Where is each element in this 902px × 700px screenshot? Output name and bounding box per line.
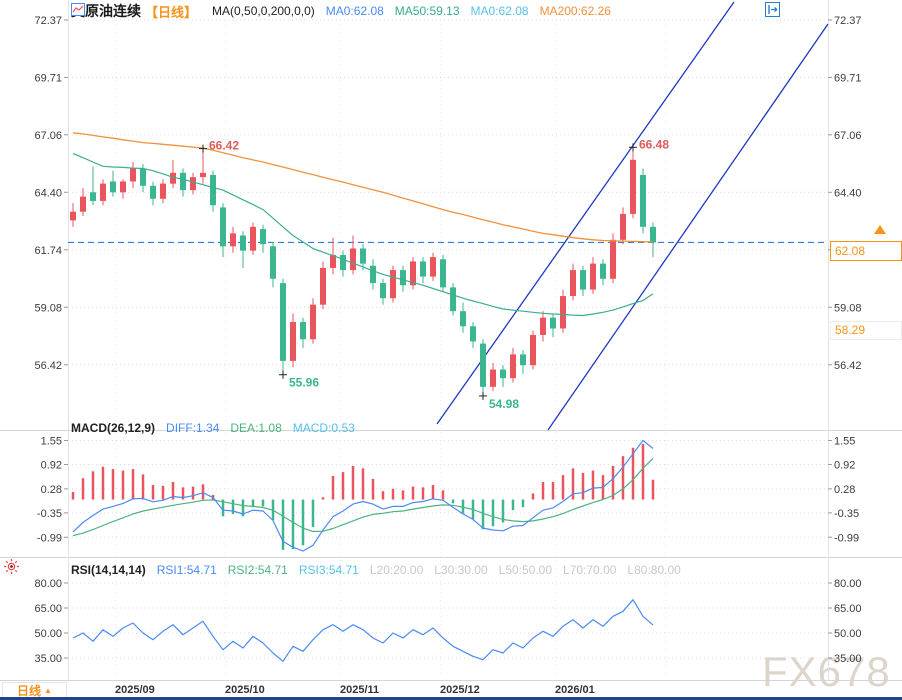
rsi-header: RSI(14,14,14) RSI1:54.71 RSI2:54.71 RSI3:5… bbox=[71, 562, 681, 577]
last-price-box: 62.08 bbox=[830, 241, 902, 261]
svg-text:50.00: 50.00 bbox=[834, 628, 862, 640]
svg-text:59.08: 59.08 bbox=[34, 302, 62, 314]
vertical-gridlines bbox=[115, 20, 666, 676]
svg-text:56.42: 56.42 bbox=[34, 360, 62, 372]
rsi-settings-label: RSI(14,14,14) bbox=[71, 562, 146, 577]
svg-text:1.55: 1.55 bbox=[41, 436, 62, 448]
axis-labels: 72.37 72.37 69.71 69.71 67.06 67.06 64.40 64.40… bbox=[34, 15, 861, 665]
reference-price-box: 58.29 bbox=[830, 321, 902, 340]
svg-text:0.92: 0.92 bbox=[41, 460, 62, 472]
svg-text:54.98: 54.98 bbox=[489, 397, 519, 411]
legend-item: RSI1:54.71 bbox=[156, 562, 217, 577]
legend-item: DEA:1.08 bbox=[230, 420, 282, 435]
legend-item: MA200:62.26 bbox=[539, 4, 611, 18]
svg-text:-0.99: -0.99 bbox=[834, 532, 859, 544]
svg-text:0.92: 0.92 bbox=[834, 460, 855, 472]
legend-item: RSI3:54.71 bbox=[298, 562, 359, 577]
panel-borders bbox=[0, 0, 902, 681]
svg-text:59.08: 59.08 bbox=[834, 302, 862, 314]
svg-text:2026/01: 2026/01 bbox=[555, 684, 595, 696]
svg-text:2025/12: 2025/12 bbox=[440, 684, 480, 696]
trend-channel bbox=[436, 1, 829, 431]
price-annotations: 66.42 66.48 55.96 54.98 bbox=[199, 137, 669, 411]
svg-text:1.55: 1.55 bbox=[834, 436, 855, 448]
legend-item: MA0:62.08 bbox=[470, 4, 529, 18]
watermark-text: FX678 bbox=[762, 648, 891, 695]
legend-item: L70:70.00 bbox=[563, 562, 617, 577]
svg-text:67.06: 67.06 bbox=[834, 130, 862, 142]
instrument-name: 美原油连续 bbox=[71, 3, 141, 19]
horizontal-gridlines bbox=[68, 19, 828, 659]
svg-text:0.28: 0.28 bbox=[834, 484, 855, 496]
last-price-value: 62.08 bbox=[835, 244, 866, 258]
reference-price-value: 58.29 bbox=[835, 323, 866, 337]
svg-text:-0.35: -0.35 bbox=[37, 508, 62, 520]
svg-text:64.40: 64.40 bbox=[834, 187, 862, 199]
timeframe-label: 【日线】 bbox=[145, 4, 198, 20]
macd-header: MACD(26,12,9) DIFF:1.34 DEA:1.08 MACD:0.53 bbox=[71, 420, 355, 435]
candles-layer bbox=[70, 147, 656, 396]
ma-settings-label: MA(0,50,0,200,0,0) bbox=[212, 4, 315, 18]
svg-text:72.37: 72.37 bbox=[34, 15, 62, 27]
svg-text:64.40: 64.40 bbox=[34, 187, 62, 199]
legend-item: L50:50.00 bbox=[498, 562, 553, 577]
axis-ticks bbox=[64, 19, 832, 659]
legend-item: MACD:0.53 bbox=[292, 420, 355, 435]
last-price-marker bbox=[874, 225, 886, 234]
period-selector-label: 日线 bbox=[17, 683, 42, 698]
legend-item: MA50:59.13 bbox=[394, 4, 460, 18]
svg-text:80.00: 80.00 bbox=[834, 578, 862, 590]
rsi-layer bbox=[72, 599, 654, 662]
ma-lines bbox=[72, 132, 654, 317]
svg-text:-0.99: -0.99 bbox=[37, 532, 62, 544]
svg-text:2025/11: 2025/11 bbox=[340, 684, 379, 696]
svg-text:65.00: 65.00 bbox=[834, 603, 862, 615]
svg-text:55.96: 55.96 bbox=[289, 376, 319, 390]
legend-item: DIFF:1.34 bbox=[166, 420, 220, 435]
svg-text:80.00: 80.00 bbox=[34, 578, 62, 590]
go-to-latest-icon[interactable] bbox=[765, 2, 780, 17]
time-axis-labels: 2025/09 2025/10 2025/11 2025/12 2026/01 bbox=[115, 684, 595, 696]
rsi-legend: RSI1:54.71 RSI2:54.71 RSI3:54.71 L20:20.00 L… bbox=[146, 563, 681, 577]
svg-text:35.00: 35.00 bbox=[34, 653, 62, 665]
svg-text:61.74: 61.74 bbox=[34, 245, 62, 257]
macd-legend: DIFF:1.34 DEA:1.08 MACD:0.53 bbox=[155, 421, 355, 435]
chart-header: 美原油连续 【日线】 MA(0,50,0,200,0,0) MA0:62.08 M… bbox=[71, 3, 611, 20]
svg-text:35.00: 35.00 bbox=[834, 653, 862, 665]
macd-layer bbox=[71, 439, 655, 552]
svg-text:67.06: 67.06 bbox=[34, 130, 62, 142]
svg-text:0.28: 0.28 bbox=[41, 484, 62, 496]
legend-item: MA0:62.08 bbox=[325, 4, 384, 18]
legend-item: L30:30.00 bbox=[434, 562, 488, 577]
macd-settings-label: MACD(26,12,9) bbox=[71, 420, 156, 435]
period-selector-button[interactable]: 日线 ▲ bbox=[2, 682, 67, 698]
svg-text:69.71: 69.71 bbox=[834, 73, 862, 85]
watermark: FX678 bbox=[762, 648, 891, 695]
svg-text:66.48: 66.48 bbox=[639, 137, 669, 151]
ma-legend: MA0:62.08 MA50:59.13 MA0:62.08 MA200:62.26 bbox=[315, 4, 611, 18]
svg-text:2025/09: 2025/09 bbox=[115, 684, 155, 696]
svg-text:66.42: 66.42 bbox=[209, 139, 239, 153]
bottom-taskbar-strip bbox=[0, 697, 902, 700]
legend-item: L80:80.00 bbox=[627, 562, 681, 577]
svg-text:69.71: 69.71 bbox=[34, 73, 62, 85]
svg-text:50.00: 50.00 bbox=[34, 628, 62, 640]
svg-text:65.00: 65.00 bbox=[34, 603, 62, 615]
svg-text:-0.35: -0.35 bbox=[834, 508, 859, 520]
legend-item: RSI2:54.71 bbox=[227, 562, 288, 577]
svg-text:2025/10: 2025/10 bbox=[225, 684, 265, 696]
legend-item: L20:20.00 bbox=[369, 562, 424, 577]
period-selector-arrow: ▲ bbox=[44, 685, 52, 695]
svg-text:56.42: 56.42 bbox=[834, 360, 862, 372]
svg-text:72.37: 72.37 bbox=[834, 15, 862, 27]
